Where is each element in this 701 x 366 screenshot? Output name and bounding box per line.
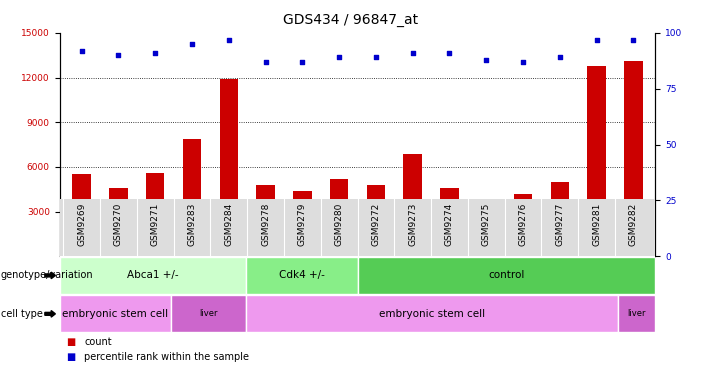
Text: GSM9278: GSM9278 xyxy=(261,202,270,246)
Bar xyxy=(293,191,311,256)
Point xyxy=(113,52,124,58)
Bar xyxy=(618,295,655,332)
Text: ■: ■ xyxy=(67,337,76,347)
Point xyxy=(186,41,198,47)
Bar xyxy=(367,185,385,256)
Bar xyxy=(146,173,165,256)
Bar xyxy=(109,188,128,256)
Text: GSM9274: GSM9274 xyxy=(445,202,454,246)
Text: GSM9284: GSM9284 xyxy=(224,202,233,246)
Text: genotype/variation: genotype/variation xyxy=(1,270,93,280)
Text: GSM9270: GSM9270 xyxy=(114,202,123,246)
Bar xyxy=(514,194,532,256)
Text: liver: liver xyxy=(199,309,218,318)
Bar xyxy=(257,185,275,256)
Text: embryonic stem cell: embryonic stem cell xyxy=(379,309,485,319)
Bar xyxy=(330,179,348,256)
Text: GSM9269: GSM9269 xyxy=(77,202,86,246)
Bar xyxy=(624,61,643,256)
Point xyxy=(260,59,271,65)
Bar xyxy=(183,139,201,256)
Text: GSM9272: GSM9272 xyxy=(372,202,381,246)
Text: embryonic stem cell: embryonic stem cell xyxy=(62,309,168,319)
Text: cell type: cell type xyxy=(1,309,43,319)
Text: control: control xyxy=(489,270,524,280)
Point xyxy=(517,59,529,65)
Text: Cdk4 +/-: Cdk4 +/- xyxy=(279,270,325,280)
Point xyxy=(370,55,381,60)
Bar xyxy=(171,295,246,332)
Point xyxy=(554,55,566,60)
Bar xyxy=(550,182,569,256)
Bar xyxy=(404,153,422,256)
Point xyxy=(407,50,418,56)
Text: Abca1 +/-: Abca1 +/- xyxy=(127,270,179,280)
Point xyxy=(444,50,455,56)
Text: GSM9275: GSM9275 xyxy=(482,202,491,246)
Text: GSM9280: GSM9280 xyxy=(334,202,343,246)
Point xyxy=(149,50,161,56)
Bar xyxy=(219,79,238,256)
Text: GSM9283: GSM9283 xyxy=(187,202,196,246)
Text: GSM9273: GSM9273 xyxy=(408,202,417,246)
Text: GSM9277: GSM9277 xyxy=(555,202,564,246)
Text: percentile rank within the sample: percentile rank within the sample xyxy=(84,352,249,362)
Text: GSM9271: GSM9271 xyxy=(151,202,160,246)
Bar xyxy=(358,257,655,294)
Point xyxy=(481,57,492,63)
Bar xyxy=(440,188,458,256)
Bar xyxy=(587,66,606,256)
Point xyxy=(628,37,639,42)
Bar xyxy=(246,295,618,332)
Text: GSM9279: GSM9279 xyxy=(298,202,307,246)
Text: GDS434 / 96847_at: GDS434 / 96847_at xyxy=(283,13,418,27)
Point xyxy=(591,37,602,42)
Text: GSM9282: GSM9282 xyxy=(629,202,638,246)
Bar xyxy=(72,174,91,256)
Text: liver: liver xyxy=(627,309,646,318)
Text: count: count xyxy=(84,337,111,347)
Bar xyxy=(60,295,171,332)
Bar xyxy=(246,257,358,294)
Point xyxy=(223,37,234,42)
Text: ■: ■ xyxy=(67,352,76,362)
Point xyxy=(76,48,87,54)
Point xyxy=(334,55,345,60)
Text: GSM9281: GSM9281 xyxy=(592,202,601,246)
Bar xyxy=(477,201,496,256)
Text: GSM9276: GSM9276 xyxy=(519,202,528,246)
Bar xyxy=(60,257,246,294)
Point xyxy=(297,59,308,65)
